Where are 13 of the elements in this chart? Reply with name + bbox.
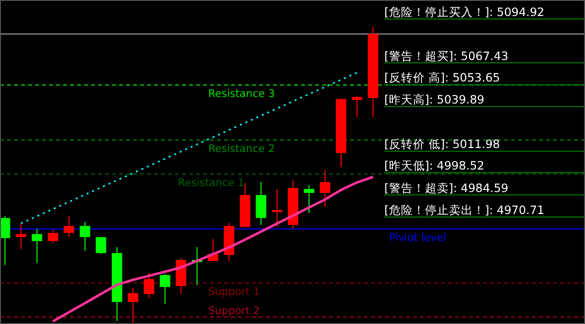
- candlestick: [272, 188, 282, 228]
- candlestick: [320, 169, 330, 208]
- candlestick: [16, 223, 26, 250]
- candlestick: [160, 274, 170, 305]
- candlestick: [304, 184, 314, 214]
- candlestick: [32, 228, 42, 264]
- candlestick: [144, 272, 154, 299]
- candlestick: [64, 216, 74, 238]
- candlestick: [128, 287, 138, 324]
- candlestick: [80, 221, 90, 252]
- candlestick: [256, 182, 266, 226]
- candlestick: [48, 230, 58, 244]
- candlestick: [352, 95, 362, 118]
